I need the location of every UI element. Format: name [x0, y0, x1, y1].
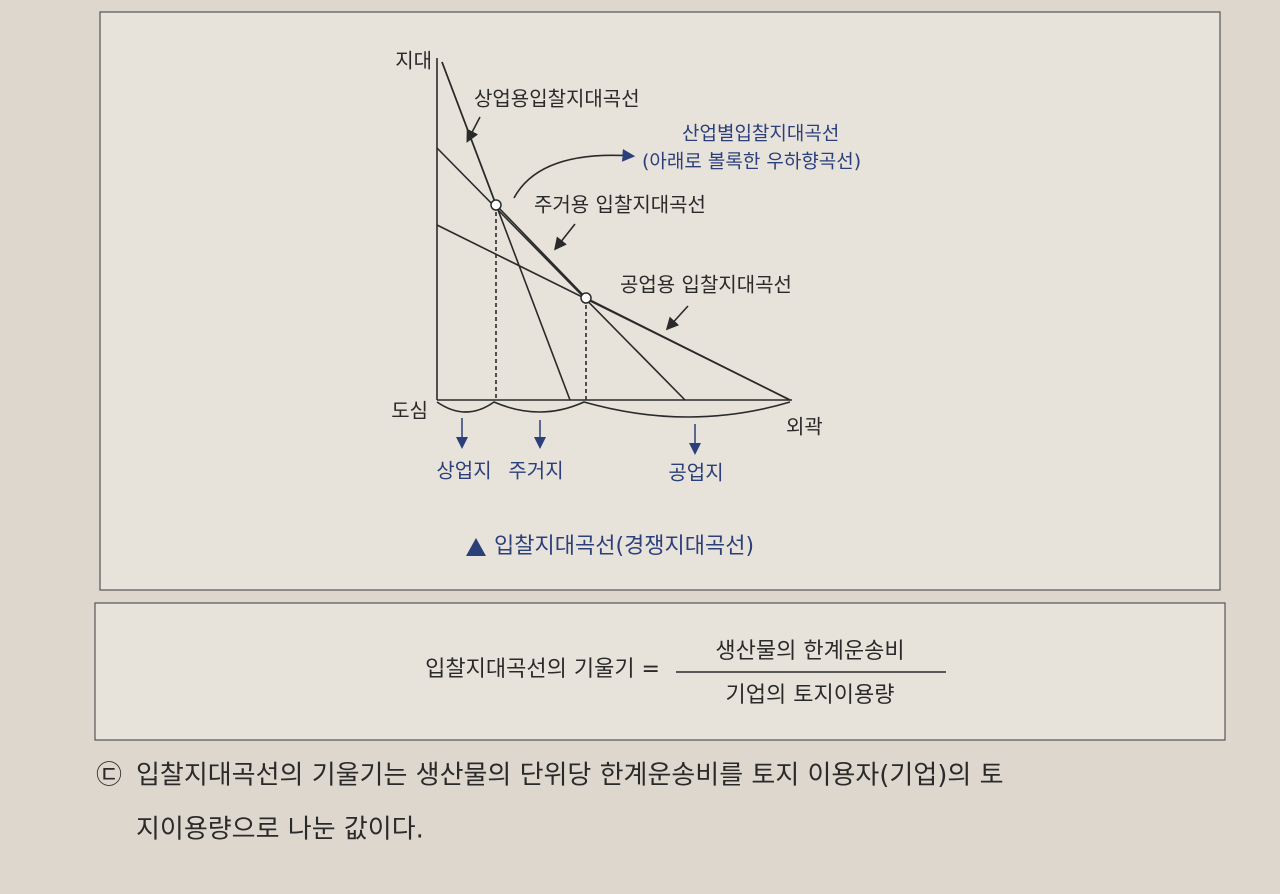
pointer-arrow: [665, 305, 689, 331]
curve-note: (아래로 볼록한 우하향곡선): [642, 151, 861, 173]
residential-line: [436, 147, 686, 401]
pointer-arrow: [554, 223, 576, 251]
axis-label: 도심: [391, 399, 428, 423]
axis-label: 외곽: [786, 415, 823, 439]
formula-denominator: 기업의 토지이용량: [726, 683, 895, 708]
paragraph-line: 지이용량으로 나눈 값이다.: [136, 815, 424, 845]
zone-label: 공업지: [668, 461, 723, 485]
curve-label: 상업용입찰지대곡선: [474, 87, 640, 111]
curve-label: 산업별입찰지대곡선: [682, 123, 839, 145]
zone-label: 주거지: [508, 459, 563, 483]
formula-left: 입찰지대곡선의 기울기 =: [425, 657, 660, 682]
caption-triangle: [466, 538, 486, 556]
intersection: [490, 199, 502, 211]
paragraph-line: 입찰지대곡선의 기울기는 생산물의 단위당 한계운송비를 토지 이용자(기업)의…: [136, 761, 1004, 791]
diagram-box: [99, 11, 1221, 591]
zone-brace: [436, 401, 791, 418]
pointer-arrow: [466, 116, 481, 143]
axis-label: 지대: [395, 49, 432, 73]
pointer-arrow: [513, 148, 636, 199]
curve-label: 주거용 입찰지대곡선: [534, 193, 706, 217]
curve-label: 공업용 입찰지대곡선: [620, 273, 792, 297]
formula-box: [94, 602, 1226, 741]
formula-numerator: 생산물의 한계운송비: [715, 639, 904, 664]
paragraph-marker: ㉢: [96, 761, 122, 791]
caption: 입찰지대곡선(경쟁지대곡선): [494, 534, 754, 559]
zone-label: 상업지: [436, 459, 491, 483]
intersection: [580, 292, 592, 304]
